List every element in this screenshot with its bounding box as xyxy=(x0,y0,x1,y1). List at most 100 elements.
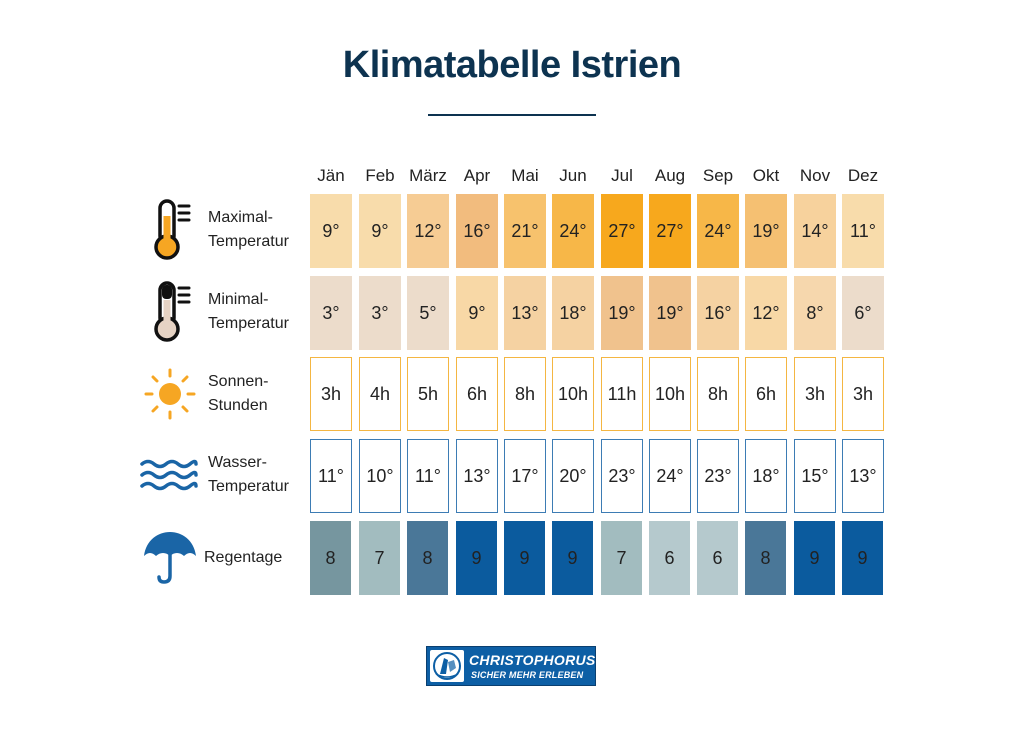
month-label: Mai xyxy=(511,166,539,185)
title-divider xyxy=(428,114,596,116)
logo-tagline: SICHER MEHR ERLEBEN xyxy=(471,670,584,680)
cell-value: 27° xyxy=(608,220,636,241)
row-label-min-temp: Minimal- Temperatur xyxy=(208,288,289,336)
month-label: Dez xyxy=(847,166,879,185)
logo-name: CHRISTOPHORUS xyxy=(469,652,596,668)
sun-hours-cell: 11h xyxy=(601,357,643,431)
sun-hours-cell: 5h xyxy=(407,357,449,431)
min-temp-cell: 13° xyxy=(504,276,546,350)
sun-hours-cell: 6h xyxy=(456,357,498,431)
max-temp-cell: 16° xyxy=(456,194,498,268)
water-temp-cell: 10° xyxy=(359,439,401,513)
max-temp-cell: 24° xyxy=(697,194,739,268)
rain-days-cell: 9 xyxy=(504,521,545,595)
cell-value: 16° xyxy=(463,220,491,241)
cell-value: 6 xyxy=(664,547,675,568)
cell-value: 23° xyxy=(704,465,732,486)
cell-value: 8 xyxy=(325,547,336,568)
cell-value: 13° xyxy=(463,465,491,486)
min-temp-cell: 3° xyxy=(359,276,401,350)
max-temp-cell: 12° xyxy=(407,194,449,268)
min-temp-cell: 12° xyxy=(745,276,787,350)
cell-value: 19° xyxy=(608,302,636,323)
cell-value: 9 xyxy=(471,547,482,568)
month-label: März xyxy=(409,166,447,185)
cell-value: 11° xyxy=(415,465,441,486)
min-temp-cell: 9° xyxy=(456,276,498,350)
rain-days-cell: 8 xyxy=(310,521,351,595)
rain-days-cell: 8 xyxy=(407,521,448,595)
sun-hours-cell: 3h xyxy=(310,357,352,431)
cell-value: 12° xyxy=(414,220,442,241)
cell-value: 27° xyxy=(656,220,684,241)
thermometer-hot-icon xyxy=(154,199,191,260)
rain-days-cell: 9 xyxy=(552,521,593,595)
water-temp-cell: 13° xyxy=(842,439,884,513)
water-temp-cell: 11° xyxy=(310,439,352,513)
max-temp-cell: 11° xyxy=(842,194,884,268)
cell-value: 17° xyxy=(511,465,539,486)
cell-value: 13° xyxy=(511,302,539,323)
cell-value: 3h xyxy=(852,383,874,404)
cell-value: 8h xyxy=(514,383,536,404)
cell-value: 16° xyxy=(704,302,732,323)
min-temp-cell: 16° xyxy=(697,276,739,350)
max-temp-cell: 14° xyxy=(794,194,836,268)
month-label: Jän xyxy=(317,166,345,185)
month-label: Aug xyxy=(654,166,686,185)
cell-value: 11h xyxy=(607,383,637,404)
cell-value: 6h xyxy=(755,383,777,404)
cell-value: 10h xyxy=(557,383,589,404)
cell-value: 11° xyxy=(850,220,876,241)
row-label-rain-days: Regentage xyxy=(204,546,282,570)
cell-value: 8 xyxy=(422,547,433,568)
cell-value: 20° xyxy=(559,465,587,486)
cell-value: 3h xyxy=(804,383,826,404)
cell-value: 12° xyxy=(752,302,780,323)
cell-value: 3° xyxy=(322,302,340,323)
rain-days-cell: 7 xyxy=(601,521,642,595)
min-temp-cell: 19° xyxy=(601,276,643,350)
water-temp-cell: 24° xyxy=(649,439,691,513)
rain-days-cell: 7 xyxy=(359,521,400,595)
row-label-max-temp: Maximal- Temperatur xyxy=(208,206,289,254)
month-label: Jun xyxy=(559,166,587,185)
cell-value: 13° xyxy=(849,465,877,486)
cell-value: 9 xyxy=(809,547,820,568)
page-title: Klimatabelle Istrien xyxy=(342,44,682,86)
month-label: Feb xyxy=(365,166,395,185)
water-temp-cell: 15° xyxy=(794,439,836,513)
cell-value: 9° xyxy=(468,302,486,323)
row-label-line: Regentage xyxy=(204,549,283,566)
rain-days-cell: 6 xyxy=(697,521,738,595)
max-temp-cell: 27° xyxy=(649,194,691,268)
water-temp-cell: 17° xyxy=(504,439,546,513)
month-label: Nov xyxy=(799,166,831,185)
cell-value: 8 xyxy=(760,547,771,568)
cell-value: 9° xyxy=(371,220,389,241)
row-label-line: Minimal- xyxy=(208,291,269,308)
min-temp-cell: 18° xyxy=(552,276,594,350)
cell-value: 21° xyxy=(511,220,539,241)
cell-value: 8h xyxy=(707,383,729,404)
logo-emblem-icon xyxy=(433,652,461,680)
cell-value: 6° xyxy=(854,302,872,323)
min-temp-cell: 8° xyxy=(794,276,836,350)
max-temp-cell: 27° xyxy=(601,194,643,268)
cell-value: 8° xyxy=(806,302,824,323)
min-temp-cell: 19° xyxy=(649,276,691,350)
sun-hours-cell: 10h xyxy=(649,357,691,431)
cell-value: 7 xyxy=(616,547,627,568)
cell-value: 23° xyxy=(608,465,636,486)
sun-hours-cell: 3h xyxy=(842,357,884,431)
cell-value: 24° xyxy=(559,220,587,241)
max-temp-cell: 9° xyxy=(310,194,352,268)
month-label: Sep xyxy=(702,166,734,185)
cell-value: 6h xyxy=(466,383,488,404)
cell-value: 10° xyxy=(366,465,394,486)
row-label-line: Maximal- xyxy=(208,209,273,226)
waves-icon xyxy=(140,459,198,491)
rain-days-cell: 6 xyxy=(649,521,690,595)
cell-value: 9 xyxy=(519,547,530,568)
cell-value: 24° xyxy=(656,465,684,486)
